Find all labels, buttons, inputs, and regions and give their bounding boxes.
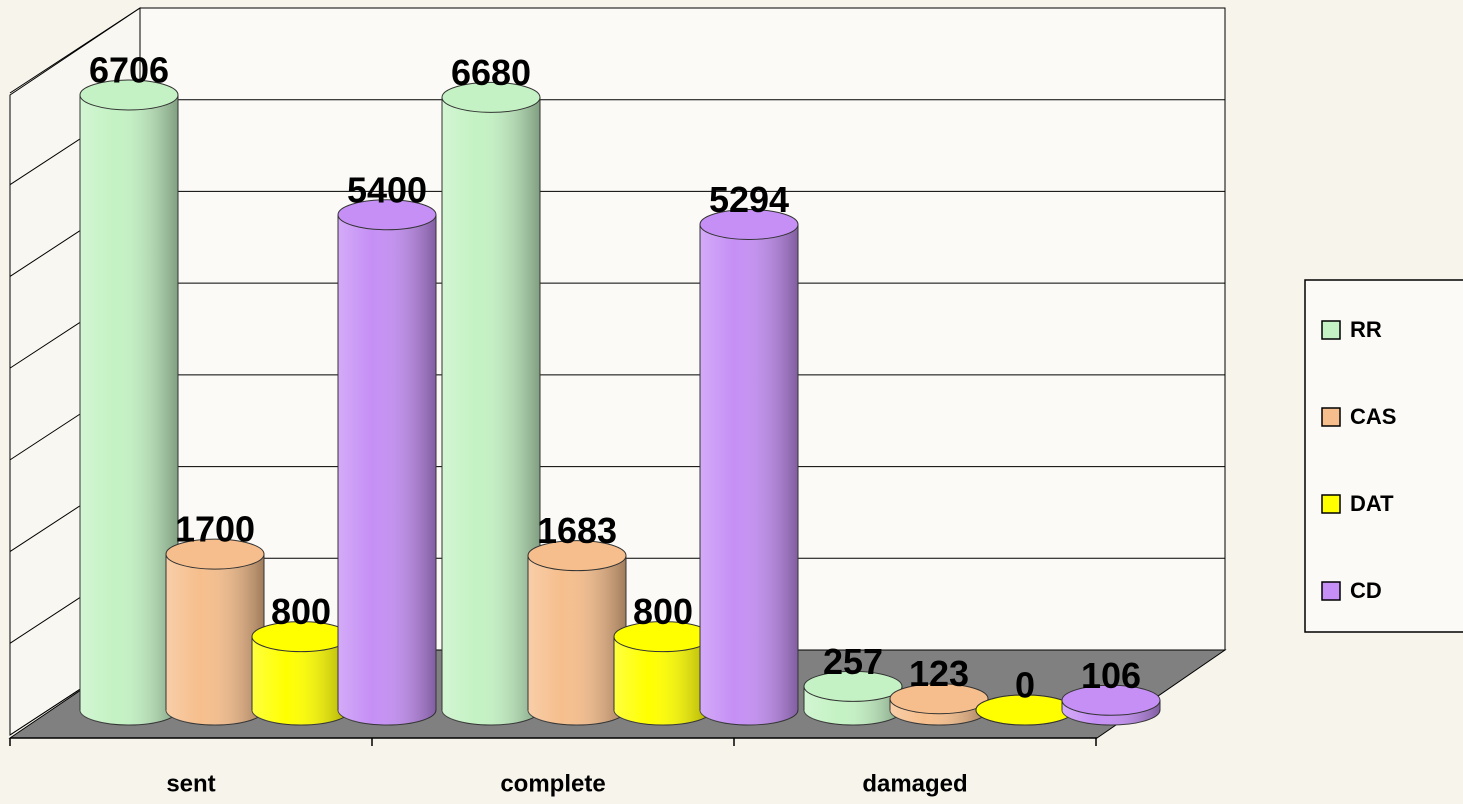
data-label: 1683 xyxy=(537,510,617,551)
legend-swatch xyxy=(1321,494,1341,514)
bar xyxy=(527,540,627,726)
bar-top xyxy=(699,208,799,240)
bar-top xyxy=(527,540,627,572)
bar-body-shade xyxy=(80,94,178,711)
data-label: 5294 xyxy=(709,179,789,220)
bar xyxy=(613,621,713,726)
back-wall xyxy=(139,7,1226,651)
bar xyxy=(803,670,903,726)
bar-body-shade xyxy=(528,555,626,710)
bar xyxy=(699,208,799,726)
x-tick-label: complete xyxy=(500,770,605,797)
bar-top xyxy=(337,199,437,231)
bar-top xyxy=(803,670,903,702)
bar-top xyxy=(889,683,989,715)
grid-line xyxy=(9,7,1225,94)
bar xyxy=(975,694,1075,726)
bars: 6706 1700 800 5400 6680 1683 800 5294 257 123 0 106 xyxy=(79,49,1161,726)
data-label: 106 xyxy=(1081,655,1141,696)
x-tick-label: sent xyxy=(166,770,215,797)
bar xyxy=(441,81,541,726)
bar-top xyxy=(441,81,541,113)
bar-body-shade xyxy=(700,224,798,710)
x-tick-label: damaged xyxy=(862,770,967,797)
legend-swatch xyxy=(1321,407,1341,427)
legend-label: RR xyxy=(1350,317,1382,342)
legend-label: CD xyxy=(1350,578,1382,603)
data-label: 800 xyxy=(271,591,331,632)
bar xyxy=(251,621,351,726)
bar-top xyxy=(1061,684,1161,716)
bar xyxy=(337,199,437,726)
bar-body-shade xyxy=(442,97,540,710)
data-label: 257 xyxy=(823,641,883,682)
bar-top xyxy=(165,538,265,570)
legend-entries: RR CAS DAT CD xyxy=(1321,317,1396,603)
legend-label: CAS xyxy=(1350,404,1396,429)
bar-body-shade xyxy=(166,554,264,710)
data-label: 6706 xyxy=(89,49,169,90)
bar xyxy=(165,538,265,726)
data-label: 123 xyxy=(909,653,969,694)
data-label: 0 xyxy=(1015,665,1035,706)
data-label: 5400 xyxy=(347,169,427,210)
bar-body-shade xyxy=(338,214,436,710)
data-label: 800 xyxy=(633,591,693,632)
legend-label: DAT xyxy=(1350,491,1394,516)
bar xyxy=(1061,684,1161,726)
bar xyxy=(79,79,179,726)
data-label: 1700 xyxy=(175,509,255,550)
bar xyxy=(889,683,989,726)
legend-swatch xyxy=(1321,320,1341,340)
bar-top xyxy=(79,79,179,111)
legend-swatch xyxy=(1321,581,1341,601)
data-label: 6680 xyxy=(451,52,531,93)
